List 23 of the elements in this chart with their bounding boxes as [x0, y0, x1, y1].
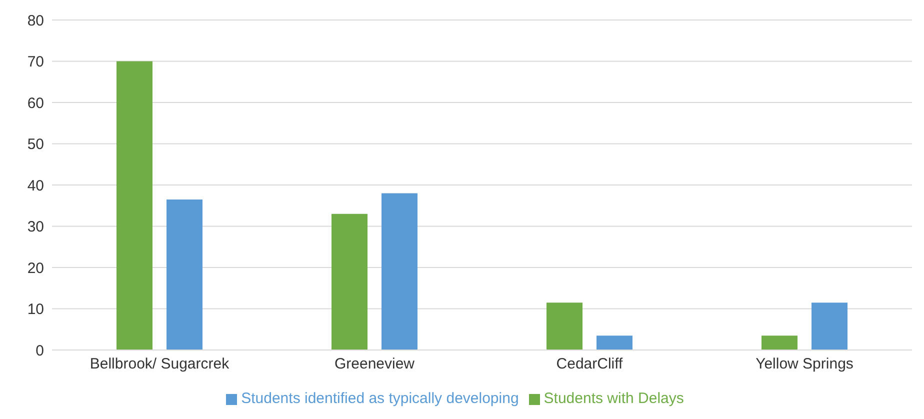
x-tick-label: Bellbrook/ Sugarcrek	[90, 356, 230, 373]
bar	[812, 302, 848, 350]
y-tick-label: 70	[27, 54, 44, 71]
bar	[166, 199, 202, 350]
y-tick-label: 60	[27, 94, 44, 112]
bar	[332, 214, 368, 350]
y-tick-label: 30	[27, 218, 44, 236]
legend-label: Students with Delays	[544, 390, 684, 407]
y-tick-label: 20	[27, 260, 44, 277]
y-tick-label: 10	[27, 301, 44, 318]
y-tick-label: 80	[27, 12, 44, 30]
bar	[546, 302, 582, 350]
x-tick-label: Yellow Springs	[756, 356, 854, 373]
x-tick-label: Greeneview	[334, 356, 415, 373]
y-tick-label: 40	[27, 177, 44, 194]
bar	[596, 336, 632, 350]
y-tick-label: 50	[27, 136, 44, 154]
bar	[382, 193, 418, 350]
y-tick-label: 0	[36, 342, 44, 360]
legend-label: Students identified as typically developing	[241, 390, 519, 407]
bar	[762, 336, 798, 350]
bar	[116, 61, 152, 350]
x-tick-label: CedarCliff	[556, 356, 624, 373]
